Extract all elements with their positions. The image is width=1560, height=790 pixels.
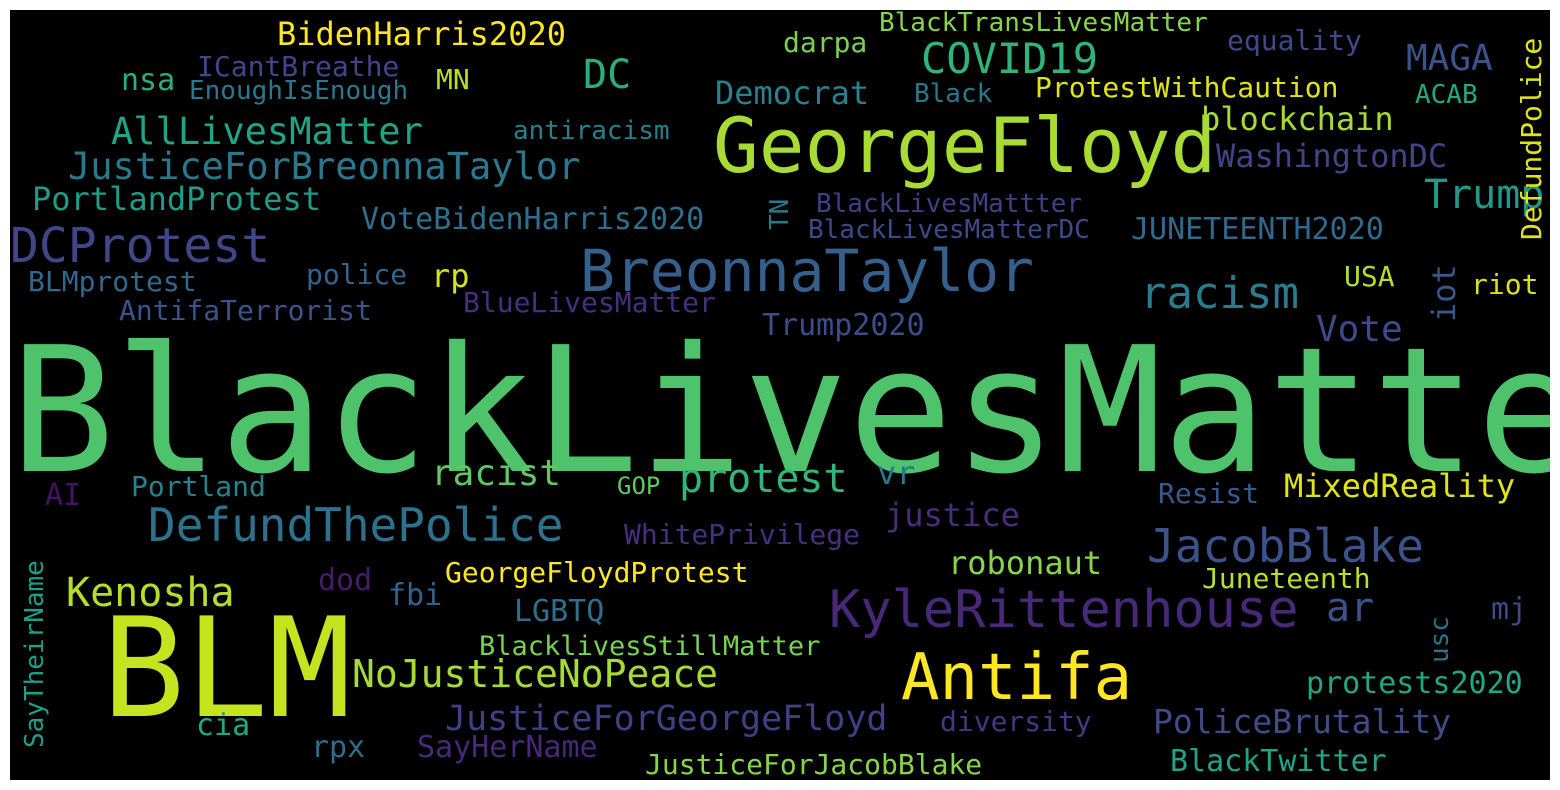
word-justice: justice (885, 496, 1020, 534)
word-robonaut: robonaut (948, 544, 1103, 582)
word-washingtondc: WashingtonDC (1216, 137, 1448, 175)
word-protests2020: protests2020 (1306, 666, 1523, 701)
word-dc: DC (583, 52, 632, 98)
word-georgefloydprotest: GeorgeFloydProtest (445, 556, 749, 589)
word-police: police (306, 258, 408, 291)
word-saytheirname: SayTheirName (20, 560, 50, 748)
word-nsa: nsa (121, 63, 176, 98)
word-blacklivesmatterdc: BlackLivesMatterDC (808, 215, 1090, 245)
word-bidenharris2020: BidenHarris2020 (277, 15, 566, 53)
word-defundthepolice: DefundThePolice (148, 498, 564, 552)
word-defundpolice: DefundPolice (1515, 37, 1548, 240)
word-black: Black (914, 79, 993, 109)
word-mixedreality: MixedReality (1284, 467, 1516, 505)
word-icantbreathe: ICantBreathe (197, 50, 400, 83)
word-nojusticenopeace: NoJusticeNoPeace (352, 652, 719, 696)
word-breonnataylor: BreonnaTaylor (580, 237, 1034, 305)
word-protest: protest (679, 456, 848, 502)
word-policebrutality: PoliceBrutality (1153, 702, 1452, 741)
word-democrat: Democrat (715, 74, 870, 112)
word-alllivesmatter: AllLivesMatter (111, 110, 423, 153)
word-antifaterrorist: AntifaTerrorist (119, 294, 372, 327)
word-whiteprivilege: WhitePrivilege (624, 518, 861, 551)
word-maga: MAGA (1406, 38, 1493, 79)
word-rp: rp (431, 257, 470, 295)
word-cloud: BlackLivesMatter BLM GeorgeFloyd Breonna… (10, 10, 1550, 780)
word-jacobblake: JacobBlake (1147, 519, 1424, 573)
word-equality: equality (1227, 24, 1362, 57)
word-darpa: darpa (783, 26, 868, 59)
word-riot: riot (1471, 268, 1539, 301)
word-sayhername: SayHerName (417, 730, 598, 765)
word-covid19: COVID19 (921, 34, 1099, 83)
word-racism: racism (1140, 268, 1299, 319)
word-blacklivesmatter: BlackLivesMatter (10, 310, 1550, 513)
word-vr: vr (877, 454, 916, 492)
word-usc: usc (1425, 616, 1455, 663)
word-blockchain: blockchain (1201, 100, 1394, 138)
word-vote: Vote (1316, 309, 1403, 350)
word-portlandprotest: PortlandProtest (32, 180, 321, 218)
word-fbi: fbi (388, 578, 443, 613)
word-bluelivesmatter: BlueLivesMatter (463, 286, 716, 319)
word-mj: mj (1491, 592, 1528, 627)
word-justiceforgeorgefloyd: JusticeForGeorgeFloyd (445, 699, 888, 739)
word-justiceforbreonnataylor: JusticeForBreonnaTaylor (68, 145, 581, 188)
word-tn: TN (765, 198, 795, 230)
word-cia: cia (196, 708, 251, 743)
word-kylerittenhouse: KyleRittenhouse (829, 580, 1299, 640)
word-ar: ar (1326, 585, 1375, 631)
word-justiceforjacobblake: JusticeForJacobBlake (645, 748, 983, 780)
word-mn: MN (436, 63, 470, 96)
word-gop: GOP (617, 472, 661, 500)
word-resist: Resist (1158, 477, 1260, 510)
word-lgbtq: LGBTQ (514, 594, 605, 629)
word-diversity: diversity (940, 705, 1092, 738)
word-iot: iot (1425, 264, 1463, 322)
word-antifa: Antifa (901, 641, 1133, 715)
word-dod: dod (318, 563, 373, 598)
word-blm: BLM (102, 588, 352, 749)
word-antiracism: antiracism (513, 116, 670, 146)
word-votebidenharris2020: VoteBidenHarris2020 (361, 202, 705, 237)
word-blacklivesstillmatter: BlacklivesStillMatter (479, 631, 821, 662)
word-trump2020: Trump2020 (762, 308, 925, 343)
word-racist: racist (431, 453, 562, 494)
word-blacktwitter: BlackTwitter (1170, 744, 1387, 779)
word-blacktranslivesmatter: BlackTransLivesMatter (879, 10, 1208, 38)
word-juneteenth: Juneteenth (1202, 562, 1371, 595)
word-juneteenth2020: JUNETEENTH2020 (1131, 212, 1384, 247)
word-kenosha: Kenosha (66, 570, 235, 616)
word-trump: Trump (1424, 172, 1545, 218)
word-rpx: rpx (311, 730, 366, 765)
word-dcprotest: DCProtest (10, 218, 271, 274)
word-blmprotest: BLMprotest (28, 265, 197, 298)
word-georgefloyd: GeorgeFloyd (713, 101, 1217, 190)
word-acab: ACAB (1415, 80, 1478, 110)
word-enoughisenough: EnoughIsEnough (189, 76, 409, 106)
word-blacklivesmattter: BlackLivesMattter (816, 189, 1083, 219)
word-protestwithcaution: ProtestWithCaution (1035, 71, 1339, 104)
word-portland: Portland (131, 470, 266, 503)
word-ai: AI (45, 478, 82, 513)
word-usa: USA (1344, 260, 1395, 293)
